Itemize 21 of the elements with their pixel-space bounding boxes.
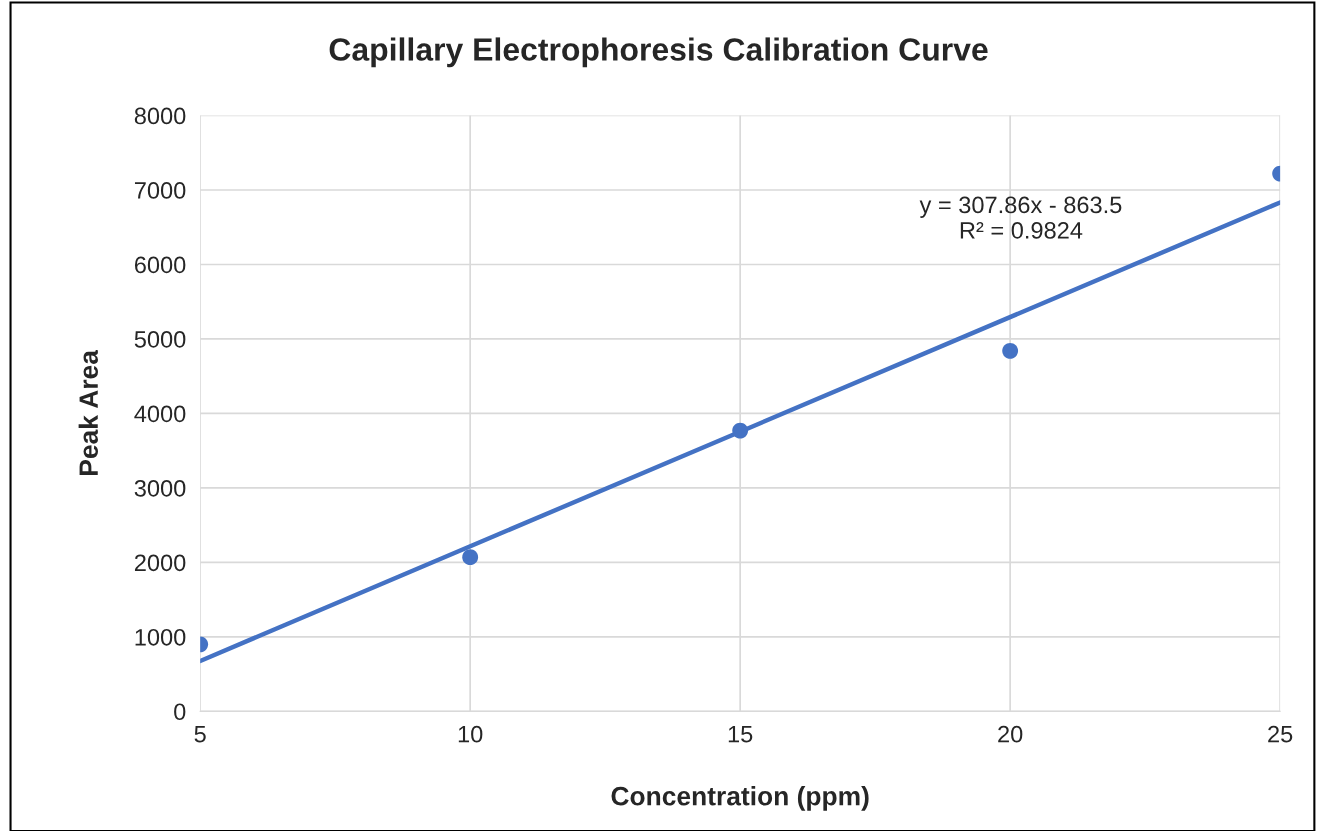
- x-tick-label: 5: [194, 726, 206, 743]
- x-tick-label: 15: [728, 726, 753, 743]
- y-tick-label: 6000: [134, 256, 186, 274]
- y-tick-label: 1000: [135, 628, 186, 646]
- y-tick-label: 2000: [134, 554, 186, 572]
- y-tick-label: 3000: [134, 479, 186, 497]
- x-tick-label: 10: [458, 725, 483, 743]
- point: [732, 422, 749, 439]
- x-tick-label: 20: [998, 725, 1023, 743]
- point: [1002, 342, 1019, 359]
- y-tick-label: 8000: [134, 107, 186, 125]
- y-axis-title: Peak Area: [78, 349, 98, 475]
- x-tick-label: 25: [1268, 725, 1293, 743]
- chart-title: Capillary Electrophoresis Calibration Curve: [329, 37, 988, 68]
- annotation: y = 307.86x - 863.5 R² = 0.9824: [919, 196, 1122, 239]
- y-tick-label: 0: [174, 703, 186, 721]
- point: [462, 549, 479, 566]
- y-tick-label: 7000: [134, 182, 186, 199]
- y-tick-label: 5000: [134, 331, 186, 348]
- y-tick-label: 4000: [134, 405, 186, 423]
- x-axis-title: Concentration (ppm): [611, 786, 869, 811]
